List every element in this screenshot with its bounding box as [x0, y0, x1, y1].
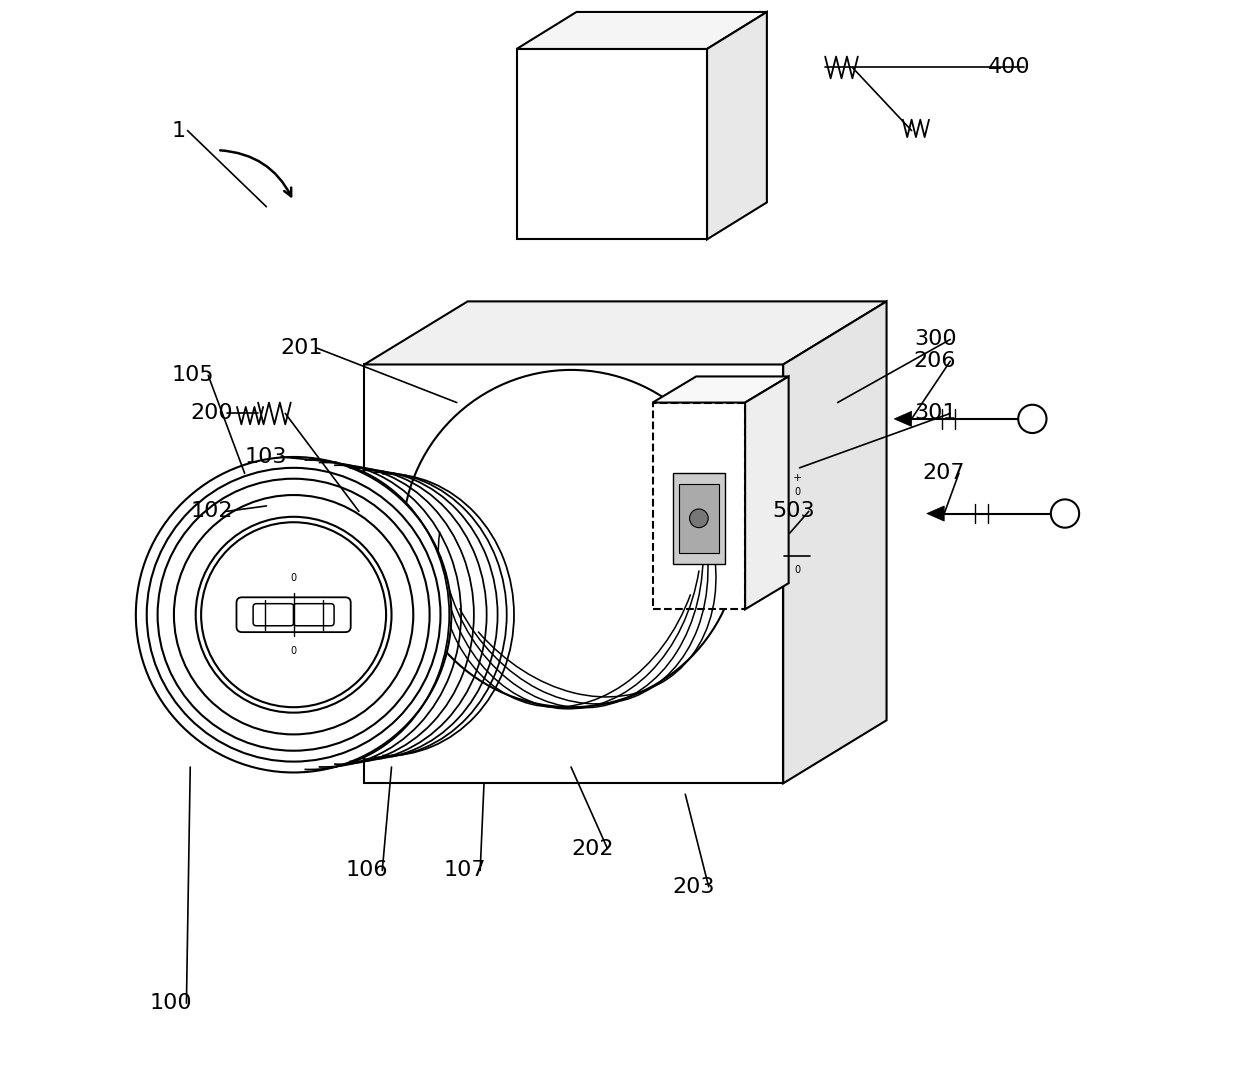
FancyBboxPatch shape — [253, 604, 294, 626]
Text: 207: 207 — [923, 463, 965, 483]
Text: 105: 105 — [172, 366, 215, 385]
Circle shape — [403, 370, 740, 707]
Text: 0: 0 — [795, 486, 800, 497]
Bar — [673, 473, 724, 564]
Polygon shape — [652, 376, 789, 403]
Polygon shape — [745, 376, 789, 609]
Circle shape — [689, 509, 708, 528]
Text: 0: 0 — [795, 565, 800, 576]
Polygon shape — [926, 506, 944, 521]
Text: 200: 200 — [190, 404, 233, 423]
Polygon shape — [365, 301, 887, 364]
Text: 300: 300 — [914, 330, 956, 349]
Text: 206: 206 — [914, 351, 956, 371]
Text: 1: 1 — [172, 121, 186, 140]
Polygon shape — [894, 411, 911, 426]
Circle shape — [1018, 405, 1047, 433]
Text: 203: 203 — [672, 877, 714, 897]
FancyBboxPatch shape — [294, 604, 334, 626]
Text: 0: 0 — [290, 646, 296, 656]
Text: 106: 106 — [346, 861, 388, 880]
Bar — [652, 403, 745, 609]
Text: 100: 100 — [150, 993, 192, 1013]
Text: +: + — [792, 472, 802, 483]
Bar — [365, 364, 784, 783]
Circle shape — [1050, 499, 1079, 528]
Circle shape — [201, 522, 386, 707]
Text: 102: 102 — [190, 502, 233, 521]
Bar — [517, 49, 707, 239]
Circle shape — [136, 457, 451, 772]
Polygon shape — [784, 301, 887, 783]
FancyBboxPatch shape — [237, 597, 351, 632]
Text: 0: 0 — [290, 573, 296, 583]
Polygon shape — [707, 12, 766, 239]
Text: 301: 301 — [914, 404, 956, 423]
Text: 202: 202 — [572, 839, 614, 858]
Bar — [680, 484, 718, 553]
Text: 107: 107 — [444, 861, 486, 880]
Text: 503: 503 — [773, 502, 815, 521]
Polygon shape — [517, 12, 766, 49]
Text: 400: 400 — [988, 58, 1030, 77]
Text: 103: 103 — [244, 447, 288, 467]
Text: 201: 201 — [280, 338, 324, 358]
